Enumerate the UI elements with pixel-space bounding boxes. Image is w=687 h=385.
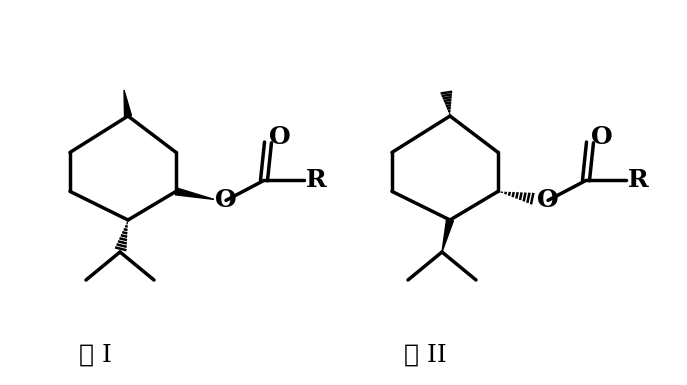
Polygon shape xyxy=(175,188,214,199)
Text: O: O xyxy=(215,188,237,213)
Polygon shape xyxy=(442,219,453,252)
Polygon shape xyxy=(124,90,131,117)
Text: R: R xyxy=(306,168,327,192)
Text: O: O xyxy=(269,126,291,149)
Text: O: O xyxy=(537,188,559,213)
Text: 式 I: 式 I xyxy=(78,343,111,367)
Text: O: O xyxy=(591,126,613,149)
Text: R: R xyxy=(628,168,649,192)
Text: 式 II: 式 II xyxy=(404,343,447,367)
